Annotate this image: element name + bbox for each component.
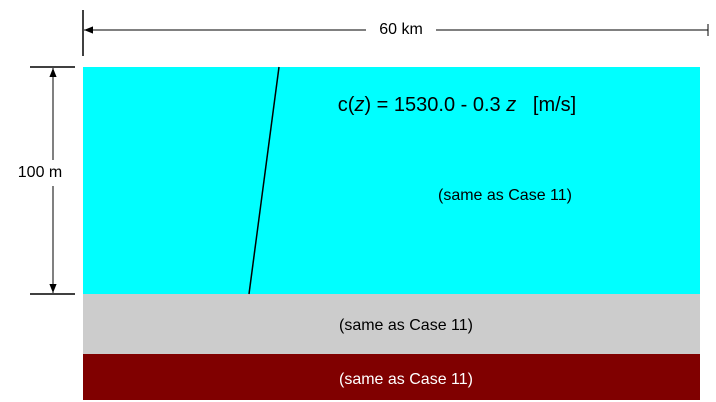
layer-label: (same as Case 11)	[438, 187, 572, 204]
layer-label: (same as Case 11)	[339, 371, 473, 388]
formula-part: z	[353, 94, 364, 116]
sediment-layer	[83, 294, 700, 354]
range-label: 60 km	[379, 21, 423, 38]
formula-part: ) = 1530.0 - 0.3	[364, 94, 506, 116]
layer-label: (same as Case 11)	[339, 317, 473, 334]
formula-part: [m/s]	[516, 94, 576, 116]
depth-label: 100 m	[18, 164, 62, 181]
water-layer	[83, 67, 700, 294]
formula-part: c(	[338, 94, 355, 116]
formula: c(z) = 1530.0 - 0.3 z [m/s]	[310, 94, 593, 116]
basement-layer	[83, 354, 700, 400]
formula-part: z	[505, 94, 516, 116]
sound-speed-profile	[248, 66, 280, 295]
